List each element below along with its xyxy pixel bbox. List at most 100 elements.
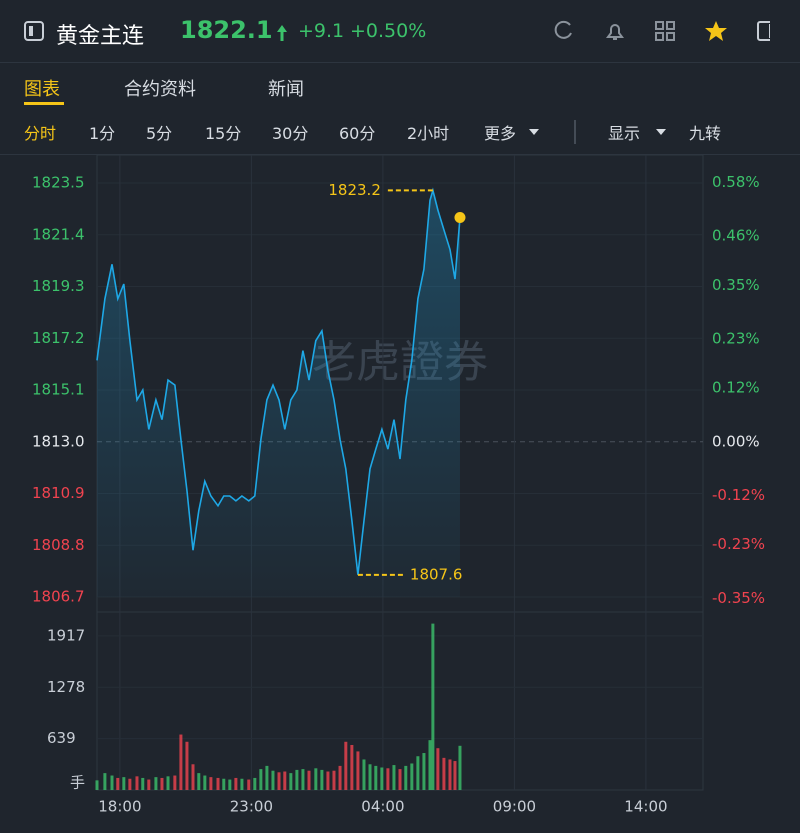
volume-bar (253, 777, 257, 790)
period[interactable]: 30分 (272, 124, 309, 143)
volume-bar (380, 767, 384, 790)
divider (574, 120, 576, 144)
period[interactable]: 1分 (89, 124, 116, 143)
volume-bar (301, 769, 305, 790)
y2-tick-label: 0.58% (712, 173, 760, 191)
volume-bar (428, 740, 432, 790)
annotation-label: 1807.6 (410, 565, 463, 583)
x-tick-label: 23:00 (230, 798, 273, 816)
volume-bar (110, 775, 114, 790)
volume-bar (216, 777, 220, 790)
tab[interactable]: 合约资料 (124, 79, 196, 100)
y2-tick-label: -0.35% (712, 589, 765, 607)
volume-bar (332, 770, 336, 790)
chart: 老虎證券 1806.7 1808.8 1810.9 1813.0 1815.1 1817.2… (32, 155, 765, 816)
volume-bar (277, 772, 281, 790)
x-tick-label: 04:00 (361, 798, 404, 816)
volume-bar (191, 764, 195, 790)
volume-bar (166, 776, 170, 790)
volume-axis-label: 手 (70, 774, 85, 792)
grid-icon[interactable] (655, 21, 675, 41)
y2-tick-label: 0.35% (712, 276, 760, 294)
title: 黄金主连 (56, 24, 145, 49)
volume-bar (416, 756, 420, 790)
y-tick-label: 1808.8 (32, 536, 85, 554)
period[interactable]: 显示 (608, 124, 641, 143)
period[interactable]: 九转 (689, 124, 722, 143)
menu-icon[interactable] (24, 21, 44, 41)
volume-bar (122, 777, 126, 790)
panel-icon[interactable] (757, 21, 770, 41)
volume-bar (135, 776, 139, 790)
volume-bar (116, 777, 120, 790)
last-point (454, 212, 466, 223)
volume-bar (410, 763, 414, 790)
y2-tick-label: 0.00% (712, 432, 760, 450)
volume-bar (289, 773, 293, 790)
volume-bar (203, 775, 207, 790)
y-tick-label: 1823.5 (32, 174, 85, 192)
watermark: 老虎證券 (312, 337, 488, 388)
volume-tick-label: 639 (47, 729, 76, 747)
change: +9.1 (298, 20, 345, 42)
volume-bar (247, 779, 251, 790)
y2-tick-label: -0.23% (712, 535, 765, 553)
volume-bar (147, 779, 151, 790)
volume-bar (436, 748, 440, 790)
star[interactable] (705, 21, 727, 41)
period[interactable]: 5分 (146, 124, 173, 143)
volume-bar (185, 741, 189, 790)
volume-bar (128, 778, 132, 790)
annotation-label: 1823.2 (328, 181, 381, 199)
volume-bar (307, 770, 311, 790)
tab[interactable]: 图表 (24, 79, 60, 100)
volume-bar (197, 773, 201, 790)
dropdown (529, 129, 539, 135)
volume-bar (259, 769, 263, 790)
y-tick-label: 1813.0 (32, 432, 85, 450)
volume-bar (404, 765, 408, 790)
bell[interactable] (606, 24, 624, 40)
refresh[interactable] (554, 20, 572, 39)
toolbar (554, 20, 770, 41)
y-tick-label: 1819.3 (32, 277, 85, 295)
period[interactable]: 15分 (205, 124, 242, 143)
volume-bar (422, 753, 426, 790)
period[interactable]: 分时 (24, 124, 57, 143)
volume-bar (326, 771, 330, 790)
up-arrow (277, 25, 287, 41)
volume-bar (362, 759, 366, 790)
volume-bar (173, 775, 177, 790)
volume-bar (344, 741, 348, 790)
y-tick-label: 1806.7 (32, 588, 85, 606)
price-line (96, 187, 461, 575)
volume-bar (386, 768, 390, 790)
tab-underline (24, 102, 64, 105)
x-tick-label: 14:00 (624, 798, 667, 816)
y-tick-label: 1815.1 (32, 381, 85, 399)
y2-tick-label: -0.12% (712, 486, 765, 504)
y2-tick-label: 0.46% (712, 227, 760, 245)
volume-bar (392, 765, 396, 790)
volume-bar (283, 771, 287, 790)
volume-bar (179, 734, 183, 790)
volume-bar (154, 777, 158, 790)
volume-bar (458, 745, 462, 790)
volume-bar (448, 759, 452, 790)
header: 黄金主连 1822.1 +9.1 +0.50% (0, 0, 800, 63)
volume-bar (209, 777, 213, 790)
y-tick-label: 1821.4 (32, 225, 85, 243)
period[interactable]: 60分 (339, 124, 376, 143)
volume-bar (160, 777, 164, 790)
dropdown (656, 129, 666, 135)
volume-bar (356, 751, 360, 790)
price: 1822.1 (180, 16, 273, 44)
period[interactable]: 更多 (484, 124, 517, 143)
volume-bar (350, 744, 354, 790)
tab[interactable]: 新闻 (268, 79, 304, 100)
period[interactable]: 2小时 (407, 124, 450, 143)
volume-bar (141, 777, 145, 790)
tabs: 图表 合约资料 新闻 (0, 62, 800, 108)
volume-bar (95, 780, 99, 790)
